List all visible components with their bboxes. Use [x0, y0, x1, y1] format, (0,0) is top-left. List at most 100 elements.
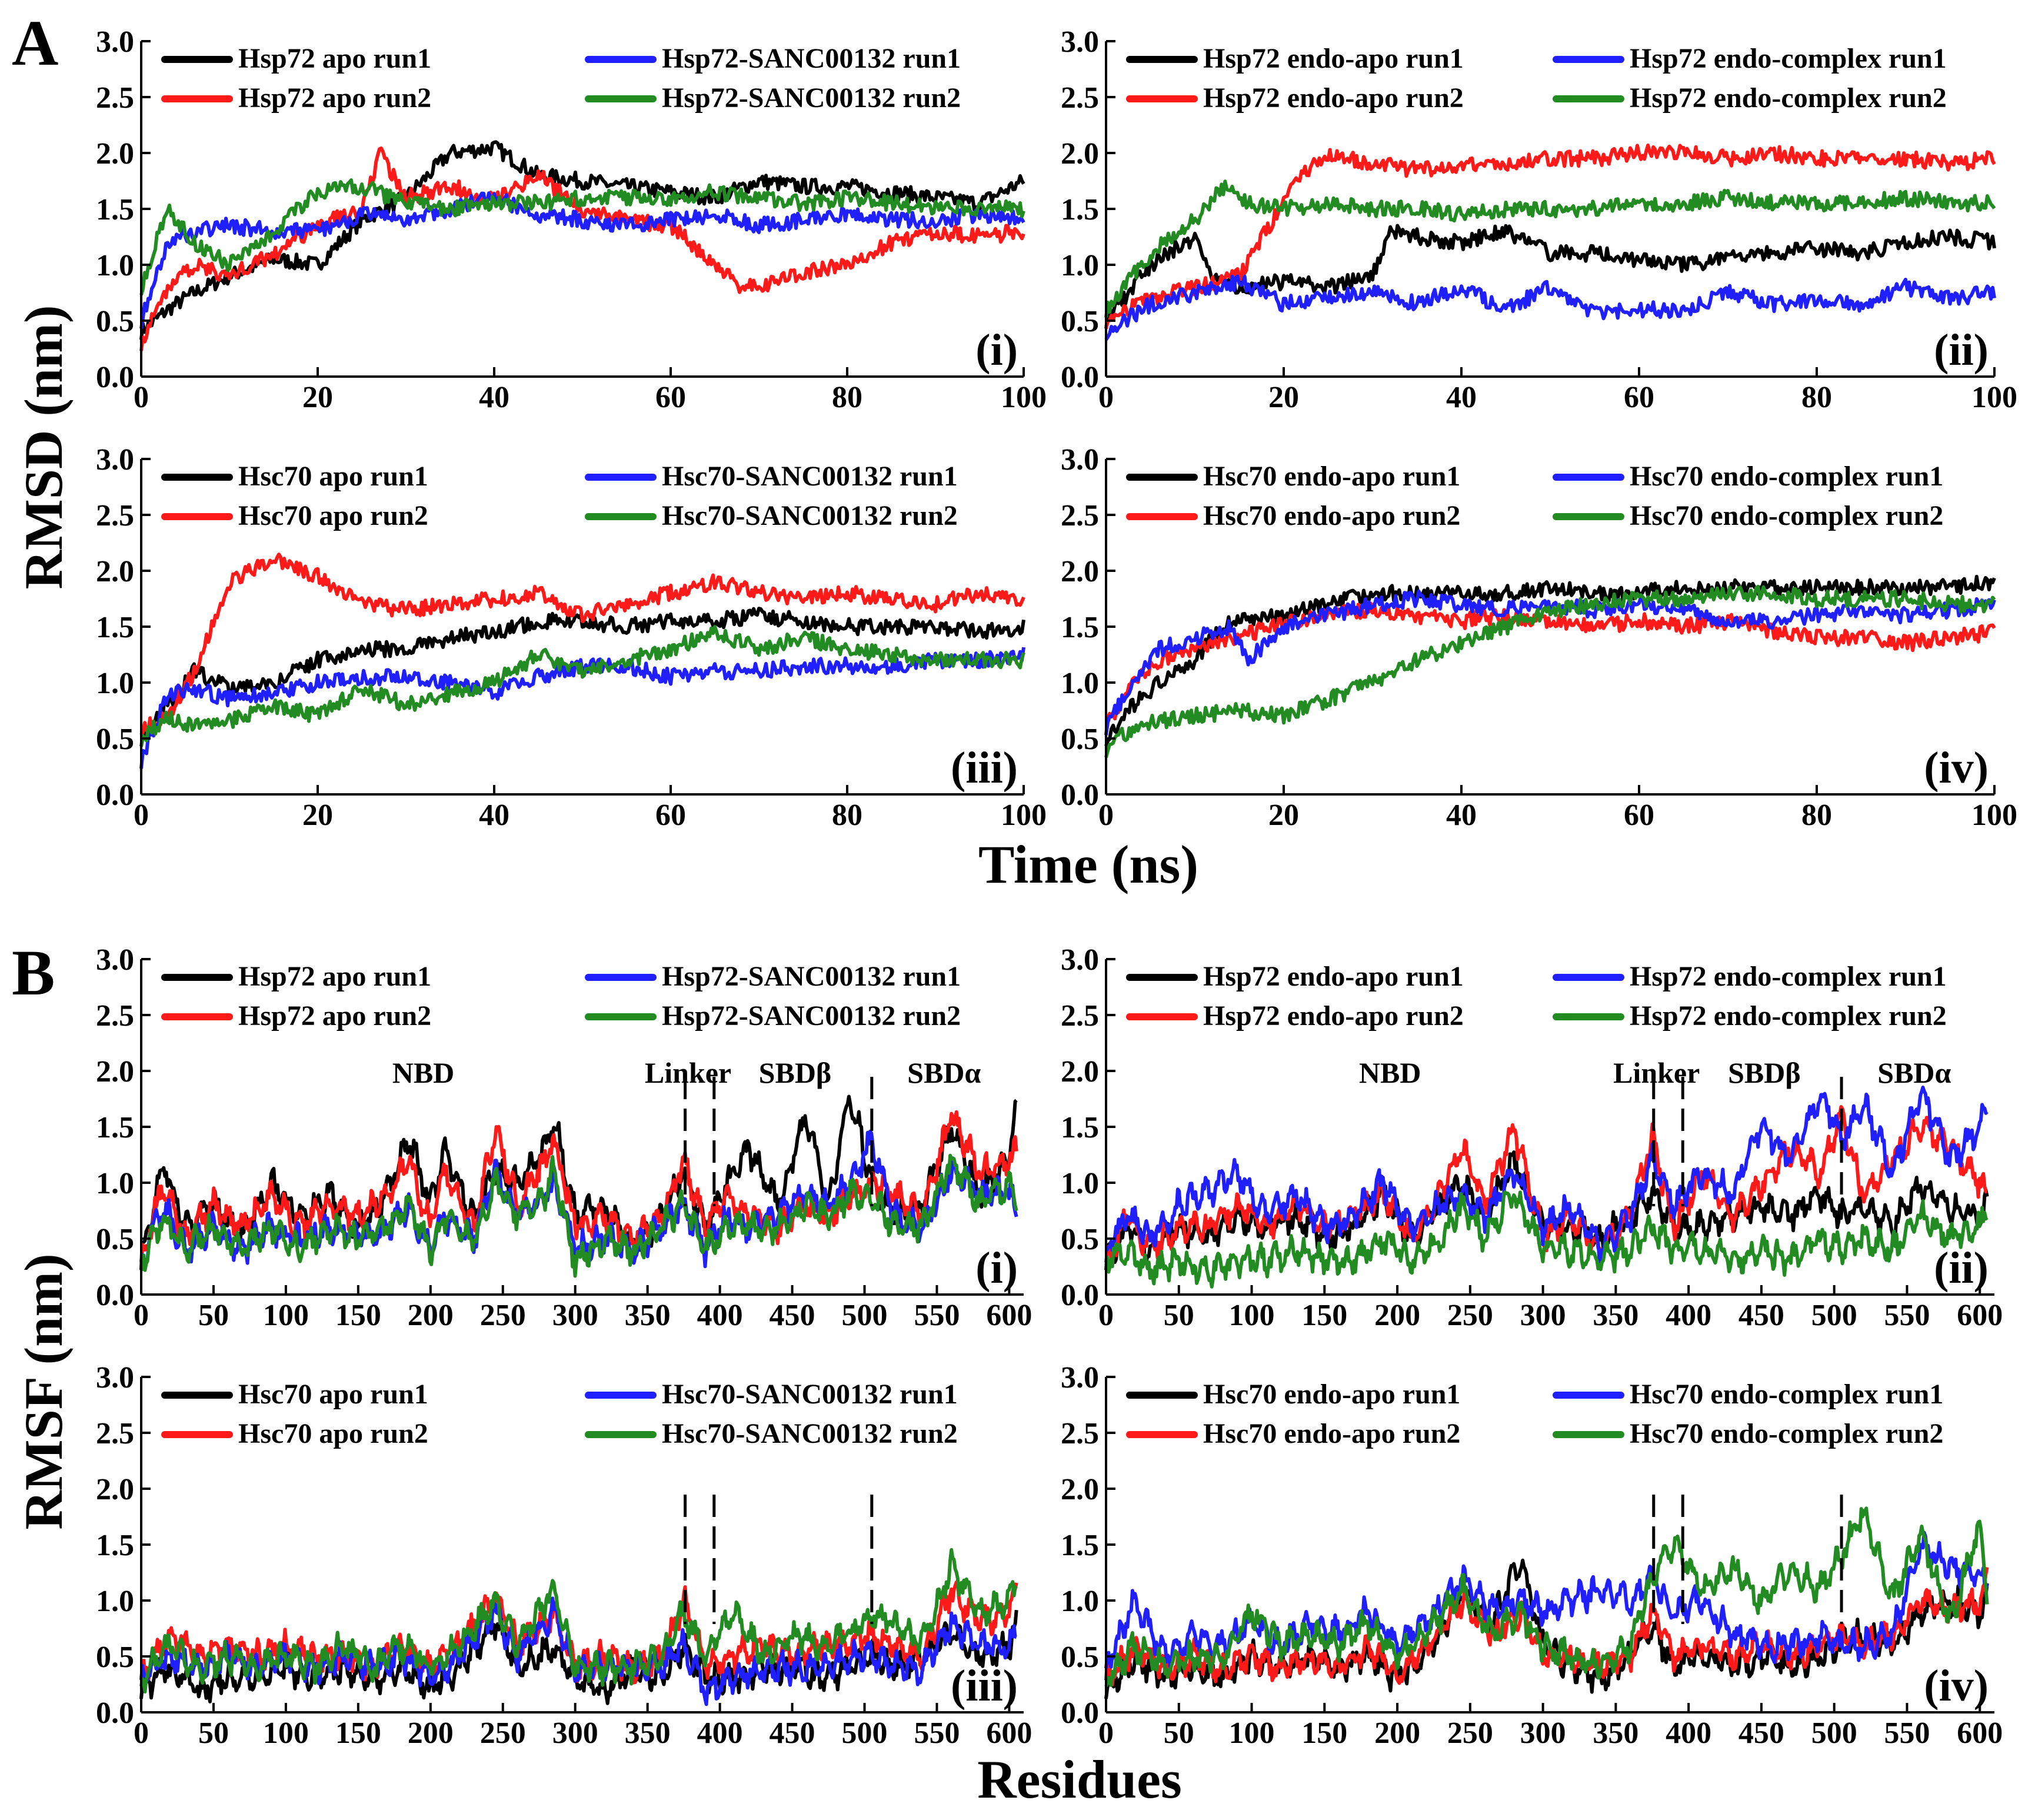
x-tick-label: 350	[1593, 1299, 1638, 1332]
y-tick-label: 2.5	[96, 999, 134, 1033]
y-tick-label: 0.0	[96, 778, 134, 812]
x-tick-label: 150	[335, 1716, 381, 1750]
x-tick-label: 450	[1738, 1716, 1784, 1750]
x-tick-label: 200	[408, 1716, 454, 1750]
x-tick-label: 100	[1001, 381, 1047, 414]
x-tick-label: 80	[1801, 381, 1832, 414]
x-tick-label: 0	[1098, 798, 1114, 832]
x-tick-label: 20	[302, 381, 333, 414]
legend-label: Hsp72 endo-apo run1	[1203, 43, 1464, 74]
region-label-4: SBDα	[907, 1056, 981, 1089]
series-line-4	[139, 178, 1025, 296]
legend-label: Hsp72 endo-apo run2	[1203, 82, 1464, 114]
x-tick-label: 150	[1301, 1716, 1347, 1750]
y-tick-label: 1.5	[96, 1529, 134, 1562]
x-tick-label: 60	[1624, 381, 1654, 414]
y-tick-label: 3.0	[1061, 25, 1099, 59]
legend-label: Hsp72 endo-complex run2	[1630, 82, 1947, 114]
y-tick-label: 0.5	[96, 1641, 134, 1674]
legend-label: Hsp72 endo-complex run2	[1630, 1000, 1947, 1032]
legend-label: Hsc70 endo-complex run2	[1630, 500, 1943, 531]
x-tick-label: 50	[198, 1716, 229, 1750]
y-tick-label: 2.5	[1061, 999, 1099, 1033]
y-tick-label: 1.0	[1061, 667, 1099, 700]
x-tick-label: 0	[134, 1716, 149, 1750]
y-tick-label: 2.0	[96, 1473, 134, 1506]
x-tick-label: 400	[697, 1299, 743, 1332]
legend-label: Hsc70-SANC00132 run2	[662, 500, 958, 531]
rmsf-y-axis-title: RMSF (nm)	[14, 1253, 74, 1529]
y-tick-label: 0.5	[96, 1223, 134, 1256]
legend-label: Hsp72 endo-complex run1	[1630, 43, 1947, 74]
x-tick-label: 550	[914, 1716, 960, 1750]
legend-label: Hsc70 endo-complex run2	[1630, 1418, 1943, 1449]
y-tick-label: 1.5	[96, 193, 134, 227]
y-tick-label: 3.0	[1061, 943, 1099, 977]
x-tick-label: 600	[1957, 1299, 2003, 1332]
y-tick-label: 1.0	[1061, 1585, 1099, 1618]
x-tick-label: 200	[408, 1299, 454, 1332]
y-tick-label: 1.0	[96, 667, 134, 700]
x-tick-label: 100	[263, 1716, 309, 1750]
panel-b-ii: NBD Linker SBDβ SBDα 0.0 0.5 1.0 1.5 2.0 2.5 3.0 0 5…	[1061, 943, 2003, 1332]
x-tick-label: 100	[1971, 798, 2017, 832]
y-tick-label: 0.0	[1061, 1279, 1099, 1312]
x-tick-label: 100	[1971, 381, 2017, 414]
y-tick-label: 2.5	[96, 499, 134, 533]
y-tick-label: 2.0	[1061, 555, 1099, 588]
series-line-1	[1104, 574, 1996, 747]
panel-a-i: 0.0 0.5 1.0 1.5 2.0 2.5 3.0 0 20 40 60 80 100 Hsp72 a…	[96, 25, 1047, 414]
x-tick-label: 20	[302, 798, 333, 832]
region-label-1: NBD	[392, 1056, 455, 1089]
panel-label: (iii)	[951, 1661, 1018, 1711]
y-tick-label: 2.5	[1061, 499, 1099, 533]
panel-label: (i)	[975, 325, 1018, 375]
y-tick-label: 1.0	[1061, 1167, 1099, 1200]
legend-label: Hsc70 endo-apo run1	[1203, 1379, 1460, 1410]
panel-label: (ii)	[1934, 325, 1989, 375]
x-tick-label: 350	[625, 1716, 671, 1750]
legend-label: Hsp72 endo-complex run1	[1630, 961, 1947, 992]
y-tick-label: 2.0	[96, 555, 134, 588]
x-tick-label: 400	[1666, 1299, 1711, 1332]
y-tick-label: 0.0	[1061, 361, 1099, 394]
y-tick-label: 2.5	[96, 81, 134, 115]
series-line-4	[139, 625, 1025, 747]
y-tick-label: 0.0	[96, 1696, 134, 1730]
x-tick-label: 450	[770, 1716, 815, 1750]
y-tick-label: 3.0	[96, 1361, 134, 1395]
x-tick-label: 20	[1268, 798, 1299, 832]
y-tick-label: 2.0	[1061, 1473, 1099, 1506]
y-tick-label: 0.0	[96, 361, 134, 394]
region-label-2: Linker	[645, 1056, 731, 1089]
y-tick-label: 1.5	[1061, 611, 1099, 644]
x-tick-label: 50	[1164, 1299, 1194, 1332]
y-tick-label: 3.0	[96, 443, 134, 477]
y-tick-label: 2.0	[1061, 1055, 1099, 1089]
region-label-2: Linker	[1613, 1056, 1700, 1089]
x-tick-label: 400	[1666, 1716, 1711, 1750]
series-line-4	[1104, 584, 1996, 758]
y-tick-label: 3.0	[1061, 443, 1099, 477]
x-tick-label: 250	[480, 1716, 526, 1750]
x-tick-label: 450	[770, 1299, 815, 1332]
series-line-2	[139, 146, 1025, 351]
x-tick-label: 500	[1811, 1716, 1857, 1750]
legend-label: Hsp72 apo run1	[238, 43, 431, 74]
rmsd-y-axis-title: RMSD (nm)	[14, 305, 74, 590]
panel-label: (i)	[975, 1243, 1018, 1293]
series-line-3	[1104, 274, 1996, 341]
x-tick-label: 550	[914, 1299, 960, 1332]
x-tick-label: 80	[832, 381, 862, 414]
x-tick-label: 80	[832, 798, 862, 832]
panel-b-i: NBD Linker SBDβ SBDα 0.0 0.5 1.0 1.5 2.0 2.5 3.0 0 5…	[96, 943, 1032, 1332]
x-tick-label: 100	[1001, 798, 1047, 832]
x-tick-label: 0	[134, 381, 149, 414]
x-tick-label: 350	[625, 1299, 671, 1332]
legend-label: Hsp72 endo-apo run2	[1203, 1000, 1464, 1032]
panel-b-iv: 0.0 0.5 1.0 1.5 2.0 2.5 3.0 0 50 100 150 200 250 300 3…	[1061, 1361, 2003, 1750]
residues-x-axis-title: Residues	[977, 1749, 1182, 1809]
y-tick-label: 2.0	[1061, 137, 1099, 171]
x-tick-label: 600	[986, 1299, 1032, 1332]
